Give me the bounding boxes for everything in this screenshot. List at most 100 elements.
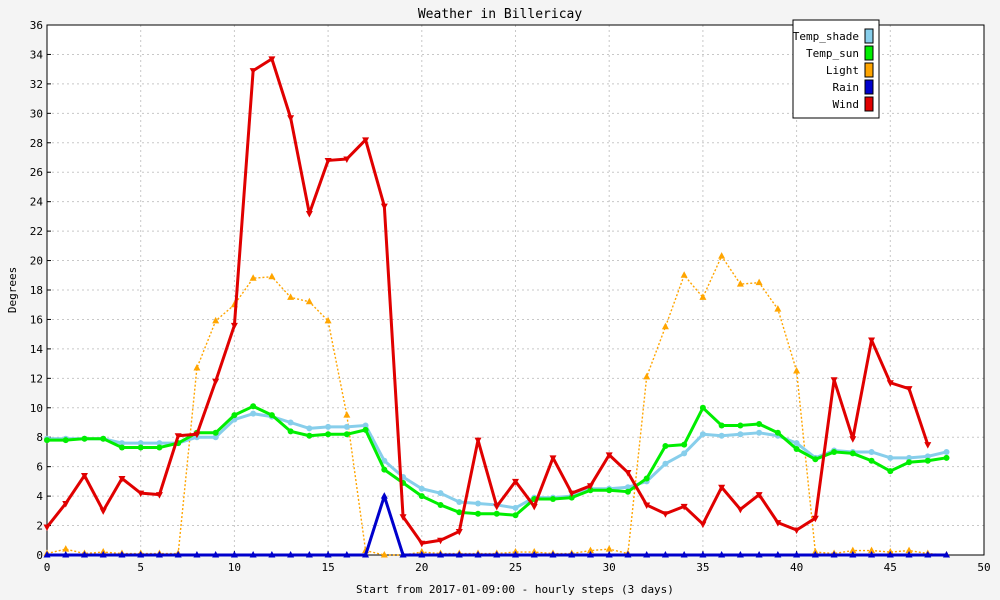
data-point-rain	[455, 551, 463, 558]
data-point-light	[905, 546, 913, 554]
data-point-wind	[512, 478, 519, 486]
data-point-wind	[99, 508, 107, 515]
data-point-temp-sun	[118, 444, 125, 451]
y-tick-label: 14	[30, 343, 44, 356]
y-tick-label: 6	[36, 461, 43, 474]
data-point-temp-shade	[212, 434, 219, 441]
data-point-temp-sun	[774, 429, 781, 436]
data-point-temp-sun	[868, 457, 875, 464]
data-point-rain	[62, 551, 70, 558]
data-point-rain	[212, 551, 220, 558]
data-point-temp-shade	[887, 454, 894, 461]
data-point-rain	[437, 551, 445, 558]
data-point-light	[193, 364, 201, 371]
legend-label-temp-shade: Temp_shade	[793, 30, 859, 43]
data-point-temp-shade	[343, 423, 350, 430]
data-point-wind	[137, 490, 145, 498]
data-point-wind	[774, 520, 782, 527]
series-wind	[43, 56, 932, 548]
x-tick-label: 45	[884, 561, 897, 574]
data-point-light	[287, 293, 295, 300]
data-point-temp-shade	[456, 499, 463, 505]
data-point-wind	[324, 157, 332, 165]
data-point-wind	[530, 503, 538, 511]
data-point-wind	[605, 452, 613, 459]
data-point-temp-sun	[887, 468, 894, 475]
data-point-light	[643, 372, 651, 380]
data-point-temp-shade	[681, 450, 688, 457]
data-point-wind	[80, 473, 88, 480]
data-point-rain	[137, 551, 145, 558]
data-point-rain	[118, 551, 126, 558]
data-point-rain	[793, 551, 801, 558]
y-tick-label: 24	[30, 196, 44, 209]
data-point-wind	[455, 528, 463, 536]
legend-swatch-temp-sun	[864, 45, 874, 61]
data-point-rain	[699, 551, 707, 558]
data-point-temp-sun	[624, 488, 631, 495]
data-point-wind	[212, 378, 220, 386]
data-point-light	[305, 297, 313, 305]
data-point-wind	[305, 210, 313, 218]
series-rain	[43, 492, 951, 558]
data-point-light	[849, 546, 857, 554]
data-point-rain	[362, 551, 370, 558]
data-point-rain	[718, 551, 726, 558]
data-point-temp-sun	[812, 456, 819, 463]
data-point-temp-sun	[699, 404, 706, 411]
data-point-wind	[493, 503, 501, 511]
data-point-rain	[830, 551, 838, 558]
legend-label-wind: Wind	[833, 98, 860, 111]
y-tick-label: 2	[36, 520, 43, 533]
data-point-light	[268, 272, 276, 280]
data-point-temp-sun	[568, 494, 575, 501]
data-point-temp-shade	[250, 410, 257, 417]
legend: Temp_shade Temp_sun Light Rain Wind	[792, 19, 880, 119]
data-point-rain	[343, 551, 351, 558]
data-point-temp-shade	[793, 440, 800, 447]
data-point-rain	[680, 551, 688, 558]
data-point-rain	[868, 551, 876, 558]
data-point-light	[868, 546, 876, 554]
data-point-temp-sun	[456, 509, 463, 516]
y-axis-label: Degrees	[6, 267, 19, 313]
data-point-temp-shade	[137, 440, 144, 447]
data-point-light	[793, 366, 801, 374]
data-point-temp-shade	[718, 432, 725, 439]
data-point-light	[343, 411, 351, 418]
data-point-rain	[43, 551, 51, 558]
data-point-rain	[193, 551, 201, 558]
data-point-temp-sun	[737, 422, 744, 429]
y-tick-label: 20	[30, 255, 43, 268]
data-point-wind	[868, 337, 876, 345]
series-lines	[43, 56, 951, 558]
data-point-rain	[643, 551, 651, 558]
data-point-temp-sun	[381, 466, 388, 473]
data-point-temp-sun	[849, 450, 856, 457]
data-point-light	[212, 316, 220, 324]
data-point-temp-shade	[737, 431, 744, 438]
y-tick-label: 16	[30, 313, 43, 326]
data-point-wind	[62, 500, 70, 508]
data-point-rain	[399, 551, 407, 558]
data-point-rain	[755, 551, 763, 558]
data-point-wind	[380, 203, 388, 211]
x-tick-label: 50	[977, 561, 990, 574]
data-point-rain	[605, 551, 613, 558]
legend-swatch-light	[864, 62, 874, 78]
x-tick-label: 20	[415, 561, 428, 574]
data-point-wind	[718, 484, 726, 492]
data-point-light	[718, 252, 726, 259]
data-point-wind	[437, 537, 445, 545]
data-point-wind	[624, 470, 632, 477]
legend-swatch-wind	[864, 96, 874, 112]
data-point-wind	[699, 521, 707, 529]
data-point-temp-shade	[287, 419, 294, 426]
data-point-light	[249, 274, 257, 281]
data-point-temp-sun	[587, 487, 594, 494]
data-point-light	[586, 546, 594, 554]
data-point-rain	[380, 492, 388, 499]
data-point-light	[324, 316, 332, 324]
data-point-light	[605, 545, 613, 552]
